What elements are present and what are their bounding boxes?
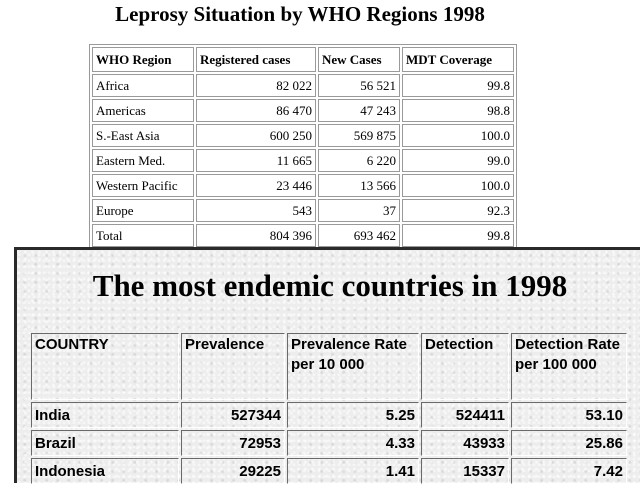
new-cases-cell: 693 462 — [318, 224, 400, 247]
detection-cell: 43933 — [421, 430, 509, 456]
region-cell: Europe — [92, 199, 194, 222]
endemic-countries-panel: The most endemic countries in 1998 COUNT… — [14, 247, 640, 486]
new-cases-cell: 37 — [318, 199, 400, 222]
registered-cases-cell: 82 022 — [196, 74, 316, 97]
detection-rate-cell: 53.10 — [511, 402, 627, 428]
detection-rate-cell: 25.86 — [511, 430, 627, 456]
column-header-new-cases: New Cases — [318, 47, 400, 72]
table-header-row: WHO Region Registered cases New Cases MD… — [92, 47, 514, 72]
mdt-coverage-cell: 100.0 — [402, 174, 514, 197]
region-cell: Total — [92, 224, 194, 247]
table-row: Africa 82 022 56 521 99.8 — [92, 74, 514, 97]
registered-cases-cell: 543 — [196, 199, 316, 222]
table-row: Americas 86 470 47 243 98.8 — [92, 99, 514, 122]
new-cases-cell: 569 875 — [318, 124, 400, 147]
table-row: Indonesia 29225 1.41 15337 7.42 — [31, 458, 627, 484]
new-cases-cell: 56 521 — [318, 74, 400, 97]
prevalence-cell: 527344 — [181, 402, 285, 428]
mdt-coverage-cell: 98.8 — [402, 99, 514, 122]
prevalence-rate-cell: 1.41 — [287, 458, 419, 484]
registered-cases-cell: 11 665 — [196, 149, 316, 172]
registered-cases-cell: 86 470 — [196, 99, 316, 122]
prevalence-rate-cell: 5.25 — [287, 402, 419, 428]
registered-cases-cell: 23 446 — [196, 174, 316, 197]
table-row: S.-East Asia 600 250 569 875 100.0 — [92, 124, 514, 147]
column-header-detection: Detection — [421, 333, 509, 400]
section-title: The most endemic countries in 1998 — [92, 268, 568, 303]
new-cases-cell: 13 566 — [318, 174, 400, 197]
region-cell: Western Pacific — [92, 174, 194, 197]
column-header-mdt-coverage: MDT Coverage — [402, 47, 514, 72]
detection-cell: 524411 — [421, 402, 509, 428]
region-cell: Americas — [92, 99, 194, 122]
endemic-countries-table: COUNTRY Prevalence Prevalence Rate per 1… — [29, 331, 629, 486]
prevalence-cell: 72953 — [181, 430, 285, 456]
who-regions-table: WHO Region Registered cases New Cases MD… — [89, 44, 517, 250]
column-header-registered-cases: Registered cases — [196, 47, 316, 72]
column-header-country: COUNTRY — [31, 333, 179, 400]
column-header-who-region: WHO Region — [92, 47, 194, 72]
mdt-coverage-cell: 99.8 — [402, 224, 514, 247]
detection-cell: 15337 — [421, 458, 509, 484]
column-header-detection-rate: Detection Rate per 100 000 — [511, 333, 627, 400]
mdt-coverage-cell: 92.3 — [402, 199, 514, 222]
region-cell: Africa — [92, 74, 194, 97]
table-row-total: Total 804 396 693 462 99.8 — [92, 224, 514, 247]
country-cell: India — [31, 402, 179, 428]
table-row: Europe 543 37 92.3 — [92, 199, 514, 222]
region-cell: S.-East Asia — [92, 124, 194, 147]
prevalence-cell: 29225 — [181, 458, 285, 484]
country-cell: Brazil — [31, 430, 179, 456]
detection-rate-cell: 7.42 — [511, 458, 627, 484]
mdt-coverage-cell: 100.0 — [402, 124, 514, 147]
page-title: Leprosy Situation by WHO Regions 1998 — [115, 2, 485, 26]
table-row: India 527344 5.25 524411 53.10 — [31, 402, 627, 428]
mdt-coverage-cell: 99.8 — [402, 74, 514, 97]
column-header-prevalence-rate: Prevalence Rate per 10 000 — [287, 333, 419, 400]
new-cases-cell: 6 220 — [318, 149, 400, 172]
new-cases-cell: 47 243 — [318, 99, 400, 122]
registered-cases-cell: 600 250 — [196, 124, 316, 147]
table-row: Brazil 72953 4.33 43933 25.86 — [31, 430, 627, 456]
table-header-row: COUNTRY Prevalence Prevalence Rate per 1… — [31, 333, 627, 400]
registered-cases-cell: 804 396 — [196, 224, 316, 247]
region-cell: Eastern Med. — [92, 149, 194, 172]
table-row: Western Pacific 23 446 13 566 100.0 — [92, 174, 514, 197]
column-header-prevalence: Prevalence — [181, 333, 285, 400]
table-row: Eastern Med. 11 665 6 220 99.0 — [92, 149, 514, 172]
country-cell: Indonesia — [31, 458, 179, 484]
prevalence-rate-cell: 4.33 — [287, 430, 419, 456]
mdt-coverage-cell: 99.0 — [402, 149, 514, 172]
